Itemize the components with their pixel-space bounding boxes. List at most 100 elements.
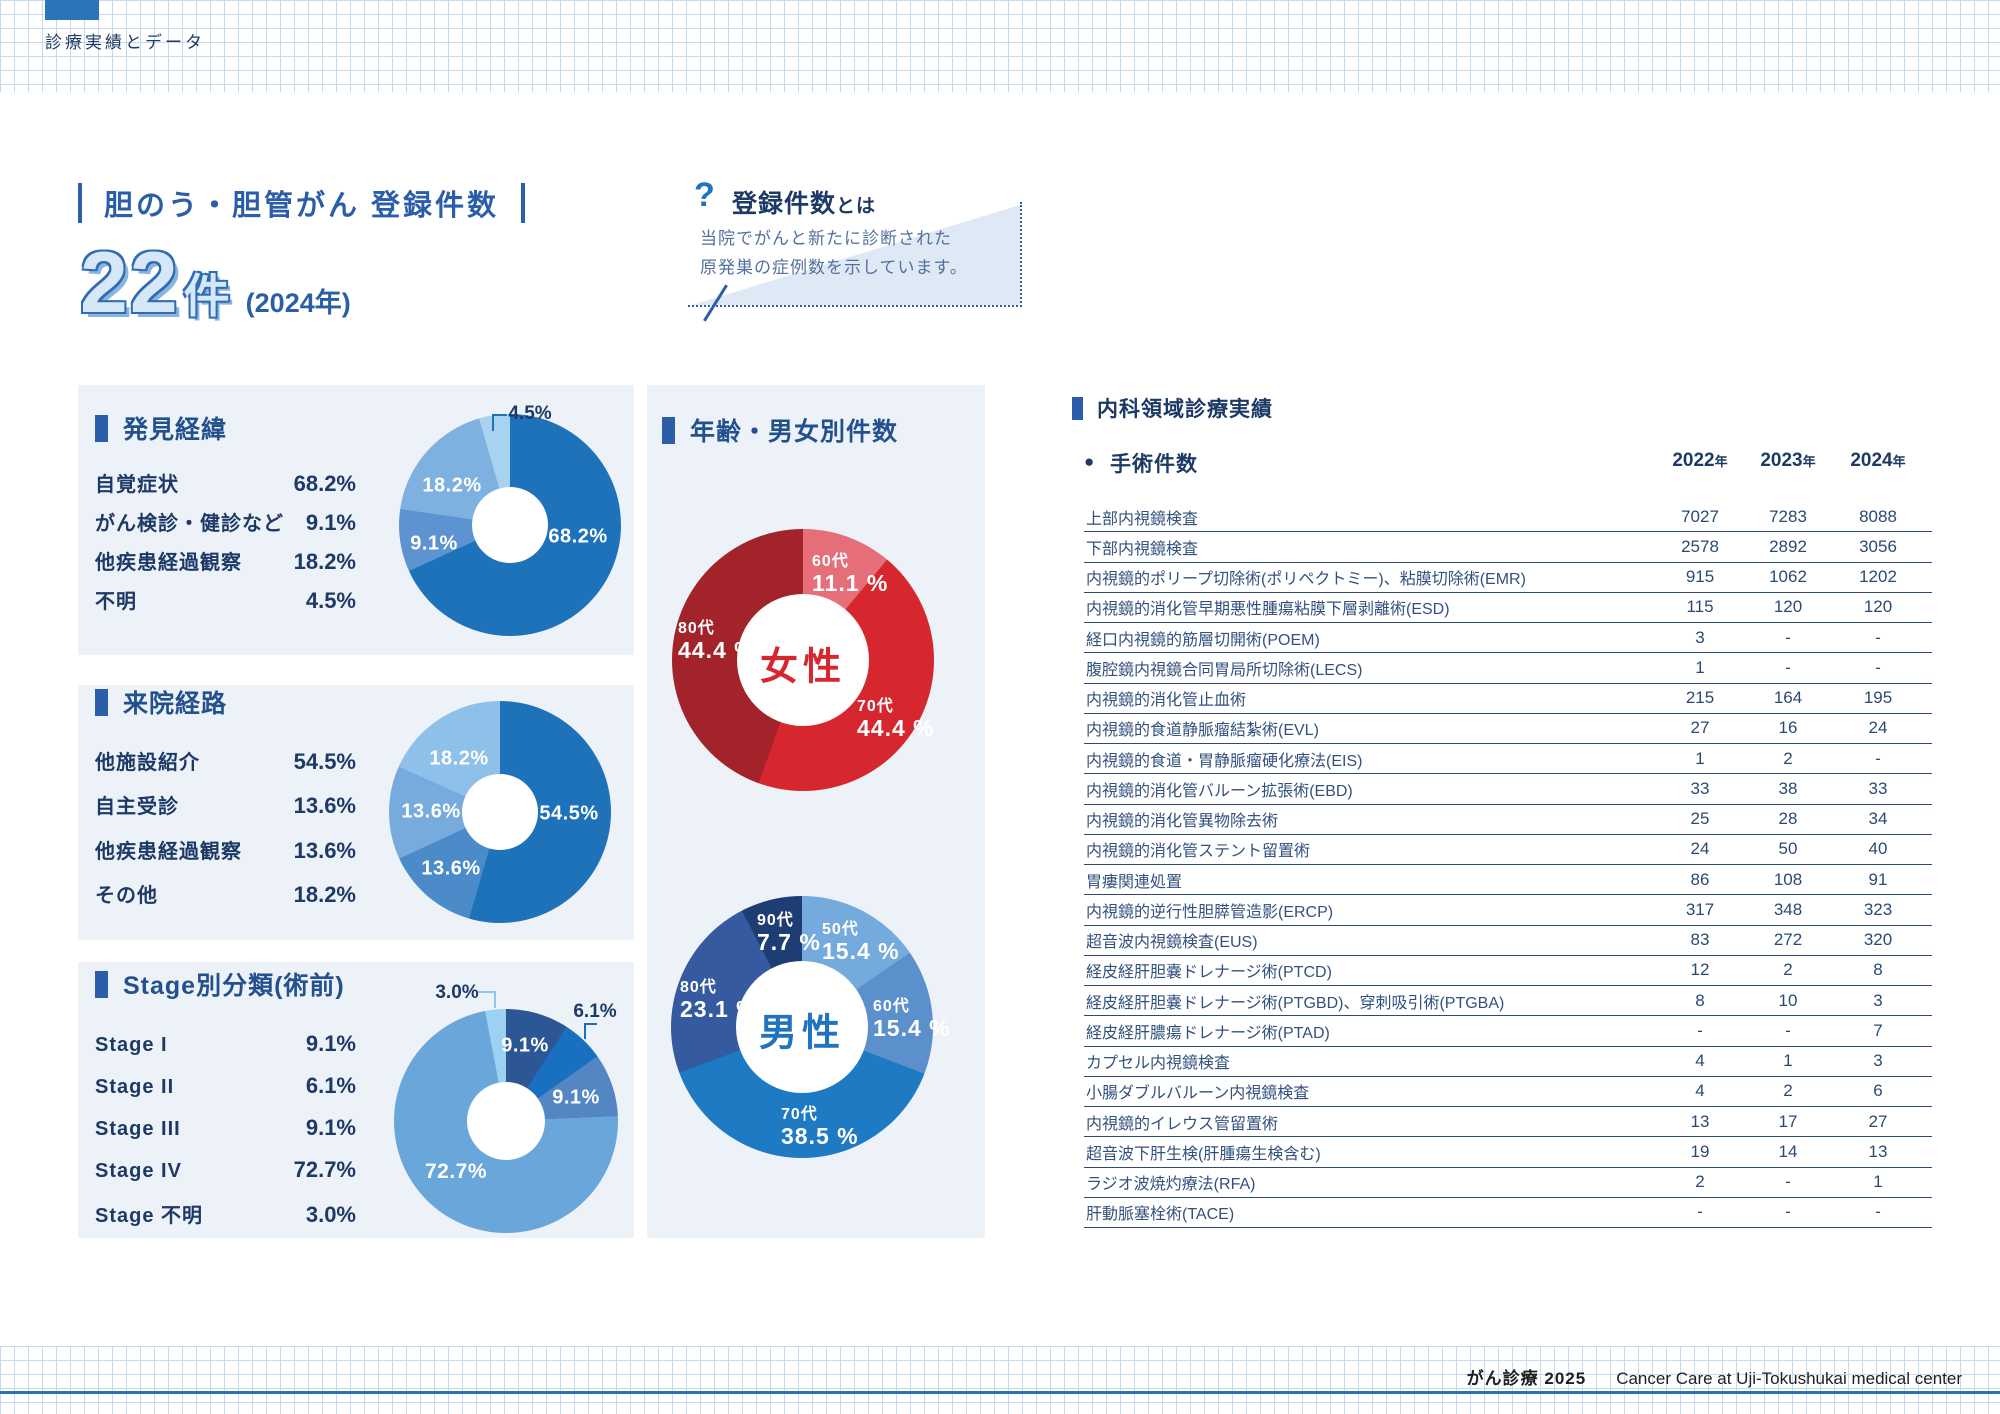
page-title: 胆のう・胆管がん 登録件数 xyxy=(78,182,526,224)
row-value-2024: 323 xyxy=(1863,899,1893,919)
table-row: 経皮経肝膿瘍ドレナージ術(PTAD) - - 7 xyxy=(1084,1016,1932,1047)
legend-value: 72.7% xyxy=(293,1157,356,1182)
table-row: 上部内視鏡検査 7027 7283 8088 xyxy=(1084,502,1932,533)
row-value-2022: 115 xyxy=(1686,597,1714,617)
table-row: 経皮経肝胆嚢ドレナージ術(PTCD) 12 2 8 xyxy=(1084,956,1932,986)
legend-value: 13.6% xyxy=(293,838,356,863)
table-row: ラジオ波焼灼療法(RFA) 2 - 1 xyxy=(1084,1168,1932,1198)
bottom-grid-texture xyxy=(0,1346,2000,1414)
row-label: 超音波内視鏡検査(EUS) xyxy=(1086,934,1258,952)
age-percent: 38.5 % xyxy=(781,1122,859,1149)
callout-body-line1: 当院でがんと新たに診断された xyxy=(700,229,952,248)
legend-value: 18.2% xyxy=(293,882,356,907)
row-value-2024: 7 xyxy=(1873,1020,1883,1040)
row-value-2024: - xyxy=(1875,657,1881,677)
table-row: 超音波下肝生検(肝腫瘍生検含む) 19 14 13 xyxy=(1084,1137,1932,1168)
legend-value: 9.1% xyxy=(305,1115,356,1140)
age-percent: 44.4 % xyxy=(678,636,756,663)
age-percent: 7.7 % xyxy=(757,928,821,955)
section-head-route: 来院経路 xyxy=(95,684,227,720)
row-value-2023: 2 xyxy=(1783,1081,1793,1101)
row-value-2023: - xyxy=(1785,1020,1791,1040)
table-row: 内視鏡的消化管早期悪性腫瘍粘膜下層剥離術(ESD) 115 120 120 xyxy=(1084,593,1932,623)
registration-count: 22 件 (2024年) xyxy=(80,240,351,326)
donut-male-chart xyxy=(671,896,933,1158)
procedure-table: 上部内視鏡検査 7027 7283 8088 下部内視鏡検査 2578 2892 3056 … xyxy=(1084,502,1932,1228)
leader-line xyxy=(492,414,507,416)
count-year: (2024年) xyxy=(245,288,351,318)
eyebrow-text: 診療実績とデータ xyxy=(45,33,205,52)
legend-row: Stage III 9.1% xyxy=(95,1115,356,1143)
legend-row: 自覚症状 68.2% xyxy=(95,468,356,496)
footer-org: Cancer Care at Uji-Tokushukai medical ce… xyxy=(1616,1369,1962,1388)
row-value-2023: 17 xyxy=(1778,1111,1798,1131)
legend-value: 4.5% xyxy=(305,588,356,613)
legend-label: Stage 不明 xyxy=(95,1205,204,1227)
table-row: 超音波内視鏡検査(EUS) 83 272 320 xyxy=(1084,926,1932,956)
slice-label: 9.1% xyxy=(501,1034,549,1057)
legend-value: 13.6% xyxy=(293,793,356,818)
table-row: 腹腔鏡内視鏡合同胃局所切除術(LECS) 1 - - xyxy=(1084,653,1932,684)
slice-callout-label: 3.0% xyxy=(435,982,479,1003)
row-value-2024: 34 xyxy=(1868,809,1888,829)
age-group: 50代 xyxy=(822,921,859,938)
section-title-discovery: 発見経緯 xyxy=(123,416,228,444)
row-value-2022: 83 xyxy=(1690,930,1710,950)
age-group: 80代 xyxy=(678,620,715,637)
table-row: 内視鏡的消化管ステント留置術 24 50 40 xyxy=(1084,835,1932,865)
row-value-2023: 272 xyxy=(1773,930,1803,950)
slice-label: 13.6% xyxy=(421,857,481,880)
row-value-2022: 215 xyxy=(1685,688,1715,708)
age-percent: 44.4 % xyxy=(857,714,935,741)
row-label: カプセル内視鏡検査 xyxy=(1086,1055,1231,1073)
table-row: 内視鏡的消化管バルーン拡張術(EBD) 33 38 33 xyxy=(1084,774,1932,805)
donut-female-center-label: 女性 xyxy=(759,646,847,689)
legend-value: 6.1% xyxy=(305,1073,356,1098)
row-value-2023: - xyxy=(1785,627,1791,647)
row-value-2024: 8 xyxy=(1873,960,1883,980)
section-title-route: 来院経路 xyxy=(123,690,228,718)
row-label: 肝動脈塞栓術(TACE) xyxy=(1086,1206,1235,1224)
callout-title: 登録件数とは xyxy=(732,184,876,220)
title-bar-right xyxy=(521,183,526,223)
legend-value: 9.1% xyxy=(305,510,356,535)
legend-label: Stage I xyxy=(95,1034,168,1056)
definition-callout: ? 登録件数とは 当院でがんと新たに診断された 原発巣の症例数を示しています。 xyxy=(688,176,1024,322)
table-row: 経皮経肝胆嚢ドレナージ術(PTGBD)、穿刺吸引術(PTGBA) 8 10 3 xyxy=(1084,986,1932,1017)
donut-discovery-chart xyxy=(399,414,621,636)
year-header-2024: 2024年 xyxy=(1828,450,1928,472)
row-value-2024: 24 xyxy=(1868,718,1888,738)
row-value-2022: 2578 xyxy=(1681,536,1719,556)
question-icon: ? xyxy=(694,176,715,214)
row-label: 内視鏡的食道・胃静脈瘤硬化療法(EIS) xyxy=(1086,752,1363,770)
row-label: ラジオ波焼灼療法(RFA) xyxy=(1086,1176,1256,1194)
callout-dotted-border xyxy=(688,202,1022,307)
page-title-text: 胆のう・胆管がん 登録件数 xyxy=(104,190,500,222)
callout-body: 当院でがんと新たに診断された 原発巣の症例数を示しています。 xyxy=(700,224,968,282)
table-subheading-text: 手術件数 xyxy=(1110,453,1198,476)
row-value-2022: 19 xyxy=(1690,1141,1710,1161)
age-label: 80代 44.4 % xyxy=(678,620,756,664)
legend-row: Stage I 9.1% xyxy=(95,1031,356,1059)
slice-label: 18.2% xyxy=(429,747,489,770)
row-value-2022: 25 xyxy=(1690,809,1710,829)
legend-label: 他施設紹介 xyxy=(95,752,200,774)
donut-route-chart xyxy=(389,701,611,923)
section-marker-icon xyxy=(1072,396,1083,420)
leader-line xyxy=(492,414,494,431)
legend-label: 他疾患経過観察 xyxy=(95,841,242,863)
legend-value: 3.0% xyxy=(305,1202,356,1227)
legend-value: 54.5% xyxy=(293,749,356,774)
year-header-2023: 2023年 xyxy=(1738,450,1838,472)
legend-row: Stage II 6.1% xyxy=(95,1073,356,1101)
section-head-age-gender: 年齢・男女別件数 xyxy=(662,412,898,448)
row-value-2023: 1062 xyxy=(1769,567,1807,587)
row-value-2022: 8 xyxy=(1695,990,1705,1010)
legend-value: 68.2% xyxy=(293,471,356,496)
age-percent: 11.1 % xyxy=(812,569,889,596)
age-percent: 15.4 % xyxy=(822,937,900,964)
leader-line xyxy=(494,991,496,1008)
callout-title-main: 登録件数 xyxy=(732,190,837,218)
legend-row: 他施設紹介 54.5% xyxy=(95,746,356,774)
